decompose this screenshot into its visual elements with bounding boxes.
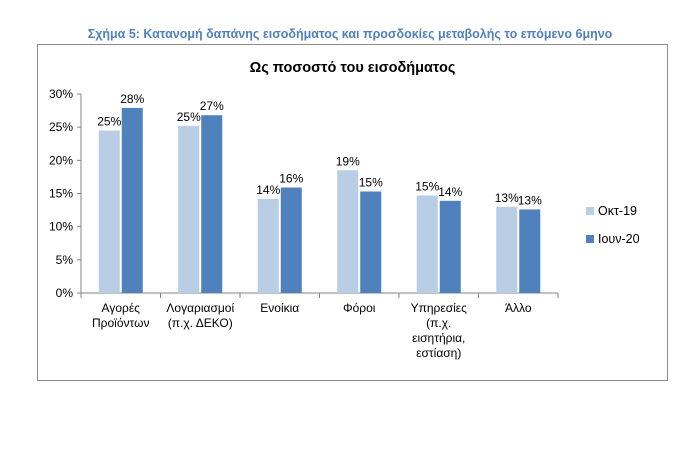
y-tick-label: 15%: [49, 187, 73, 201]
x-tick-label: Υπηρεσίες: [411, 301, 468, 315]
data-label: 13%: [495, 191, 519, 205]
bar-jun20: [121, 107, 143, 294]
data-label: 14%: [256, 183, 280, 197]
y-tick-label: 20%: [49, 153, 73, 167]
legend-label: Οκτ-19: [598, 204, 637, 218]
bar-jun20: [280, 187, 302, 293]
y-tick-label: 10%: [49, 220, 73, 234]
data-label: 28%: [120, 92, 144, 106]
x-tick-label: εστίαση): [416, 346, 461, 360]
bar-jun20: [201, 115, 223, 293]
x-tick-label: Άλλο: [505, 301, 532, 315]
x-tick-label: Φόροι: [343, 301, 376, 315]
data-label: 27%: [200, 99, 224, 113]
x-tick-label: Προϊόντων: [92, 316, 149, 330]
y-tick-label: 0%: [56, 286, 74, 300]
data-label: 15%: [415, 179, 439, 193]
bar-oct19: [178, 125, 200, 293]
x-tick-label: Ενοίκια: [260, 301, 299, 315]
bar-oct19: [257, 198, 279, 293]
figure-caption: Σχήμα 5: Κατανομή δαπάνης εισοδήματος κα…: [87, 27, 613, 41]
data-label: 15%: [359, 176, 383, 190]
legend-swatch: [586, 207, 594, 215]
bar-jun20: [439, 200, 461, 293]
bar-oct19: [337, 170, 359, 293]
x-tick-label: εισητήρια,: [412, 331, 465, 345]
x-tick-label: Αγορές: [102, 301, 141, 315]
bar-jun20: [360, 191, 382, 293]
bar-jun20: [519, 209, 541, 293]
data-label: 25%: [177, 110, 201, 124]
data-label: 19%: [336, 154, 360, 168]
data-label: 14%: [438, 185, 462, 199]
y-tick-label: 25%: [49, 120, 73, 134]
legend-label: Ιουν-20: [598, 232, 640, 246]
x-tick-label: Λογαριασμοί: [166, 301, 234, 315]
data-label: 16%: [279, 172, 303, 186]
chart-title: Ως ποσοστό του εισοδήματος: [249, 60, 456, 76]
bar-oct19: [496, 206, 518, 293]
bar-oct19: [416, 195, 438, 293]
y-tick-label: 30%: [49, 87, 73, 101]
bar-oct19: [98, 130, 120, 293]
y-tick-label: 5%: [56, 253, 74, 267]
x-tick-label: (π.χ. ΔΕΚΟ): [168, 316, 233, 330]
legend-swatch: [586, 235, 594, 243]
data-label: 25%: [97, 114, 121, 128]
data-label: 13%: [518, 193, 542, 207]
x-tick-label: (π.χ.: [426, 316, 451, 330]
